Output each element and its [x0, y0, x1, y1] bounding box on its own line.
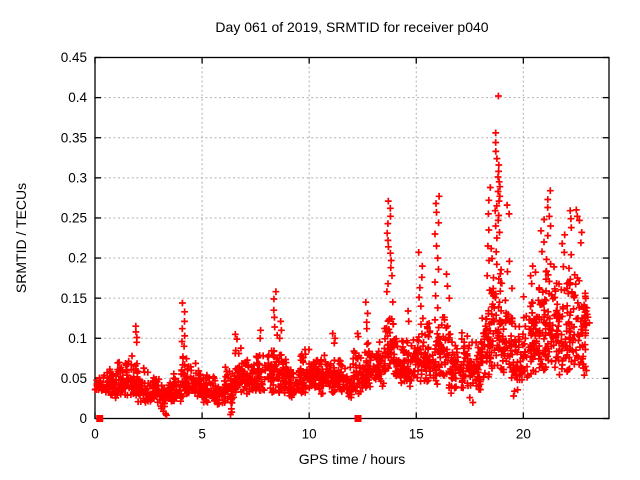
x-tick-label: 20 [516, 427, 531, 442]
y-tick-label: 0.1 [68, 331, 87, 346]
plot-border [94, 56, 610, 420]
y-tick-labels: 0 0.05 0.1 0.15 0.2 0.25 0.3 0.35 0.4 0.45 [61, 50, 88, 426]
zero-flag-square [354, 415, 362, 422]
y-tick-label: 0.25 [61, 211, 87, 226]
x-tick-label: 5 [198, 427, 206, 442]
x-axis-label: GPS time / hours [299, 451, 406, 467]
y-tick-label: 0.2 [68, 251, 87, 266]
y-tick-label: 0.45 [61, 50, 87, 65]
y-tick-label: 0.3 [68, 170, 87, 185]
y-axis-label: SRMTID / TECUs [13, 183, 29, 293]
x-tick-label: 10 [302, 427, 317, 442]
y-tick-label: 0.4 [68, 90, 87, 105]
x-tick-label: 0 [91, 427, 99, 442]
zero-flag-square [96, 415, 104, 422]
x-tick-label: 15 [409, 427, 424, 442]
y-tick-label: 0.05 [61, 371, 87, 386]
y-tick-label: 0.15 [61, 291, 87, 306]
zero-flag-markers [96, 415, 362, 422]
chart-title: Day 061 of 2019, SRMTID for receiver p04… [215, 19, 488, 35]
data-points [91, 92, 593, 419]
y-tick-label: 0.35 [61, 130, 87, 145]
x-tick-labels: 0 5 10 15 20 [91, 427, 531, 442]
y-tick-label: 0 [79, 411, 87, 426]
